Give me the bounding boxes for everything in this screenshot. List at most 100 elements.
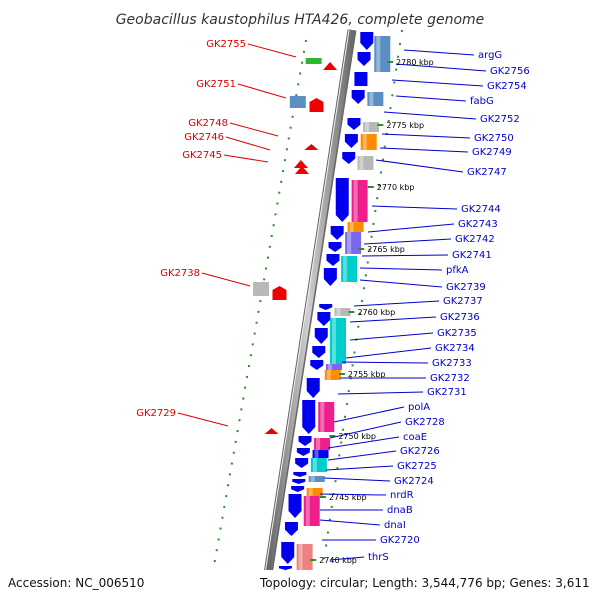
coordinate-ticks: 2780 kbp 2775 kbp 2770 kbp 2765 kbp 2760 kbp…: [310, 58, 434, 565]
gene-block: [329, 318, 346, 364]
gene-arrow: [310, 360, 324, 370]
gene-block: [347, 222, 364, 232]
gene-label[interactable]: GK2751: [196, 79, 236, 90]
gene-label[interactable]: GK2749: [472, 147, 512, 158]
gene-label[interactable]: GK2737: [443, 296, 483, 307]
gene-arrow: [335, 178, 349, 222]
tick-label: 2775 kbp: [386, 121, 424, 130]
topology-text: Topology: circular; Length: 3,544,776 bp…: [259, 576, 590, 590]
gene-label[interactable]: pfkA: [446, 265, 469, 276]
gene-label[interactable]: GK2755: [206, 39, 246, 50]
gene-label[interactable]: GK2756: [490, 66, 530, 77]
gene-label[interactable]: GK2720: [380, 535, 420, 546]
gene-label[interactable]: GK2750: [474, 133, 514, 144]
gene-arrow: [306, 378, 320, 398]
gene-block: [367, 92, 384, 106]
gene-track: [278, 32, 391, 570]
gene-label[interactable]: GK2747: [467, 167, 507, 178]
gene-arrow: [319, 304, 333, 310]
gene-arrow: [288, 494, 302, 518]
gene-block: [324, 370, 341, 380]
page-title: Geobacillus kaustophilus HTA426, complet…: [116, 12, 485, 28]
gene-label[interactable]: GK2745: [182, 150, 222, 161]
gene-arrow: [347, 118, 361, 130]
gene-block: [325, 364, 342, 370]
gene-block: [345, 232, 362, 254]
gene-label[interactable]: GK2739: [446, 282, 486, 293]
outer-dotted-track: [207, 39, 307, 600]
gene-block: [289, 96, 306, 108]
tick-label: 2760 kbp: [357, 308, 395, 317]
gene-arrow: [291, 486, 305, 492]
gene-label[interactable]: polA: [408, 402, 430, 413]
gene-block: [374, 36, 391, 72]
gene-label[interactable]: GK2734: [435, 343, 475, 354]
gene-arrow: [302, 400, 316, 434]
gene-block: [314, 438, 331, 450]
gene-label[interactable]: GK2728: [405, 417, 445, 428]
gene-label[interactable]: dnaB: [387, 505, 413, 516]
gene-arrow: [298, 436, 312, 446]
gene-label[interactable]: GK2744: [461, 204, 501, 215]
gene-label[interactable]: fabG: [470, 96, 494, 107]
tick-label: 2750 kbp: [338, 432, 376, 441]
footer-bar: [0, 570, 600, 600]
gene-label[interactable]: GK2725: [397, 461, 437, 472]
gene-block: [296, 544, 313, 570]
gene-label[interactable]: GK2746: [184, 132, 224, 143]
gene-label[interactable]: GK2732: [430, 373, 470, 384]
gene-arrow: [296, 448, 310, 456]
gene-arrow: [323, 62, 338, 70]
gene-arrow: [292, 479, 306, 484]
tick-label: 2765 kbp: [367, 245, 405, 254]
genome-backbone: [259, 29, 357, 600]
gene-arrow: [328, 242, 342, 252]
gene-block: [310, 458, 327, 472]
gene-block: [363, 122, 380, 132]
gene-label[interactable]: GK2729: [136, 408, 176, 419]
gene-label[interactable]: GK2726: [400, 446, 440, 457]
gene-arrow: [312, 346, 326, 358]
gene-label[interactable]: GK2735: [437, 328, 477, 339]
gene-label[interactable]: GK2754: [487, 81, 527, 92]
gene-label[interactable]: GK2748: [188, 118, 228, 129]
forward-gene-labels: argG GK2756 GK2754 fabG GK2752 GK2750 GK2749 GK…: [368, 50, 530, 563]
gene-arrow: [351, 90, 365, 104]
gene-label[interactable]: GK2738: [160, 268, 200, 279]
gene-block: [354, 72, 368, 86]
tick-label: 2770 kbp: [377, 183, 415, 192]
gene-arrow: [342, 152, 356, 164]
gene-label[interactable]: GK2724: [394, 476, 434, 487]
reverse-gene-labels: GK2755 GK2751 GK2748 GK2746 GK2745 GK2738 GK27…: [136, 39, 246, 419]
gene-label[interactable]: GK2742: [455, 234, 495, 245]
gene-arrow: [295, 166, 310, 174]
gene-block: [334, 308, 351, 316]
gene-block: [318, 402, 335, 432]
gene-label[interactable]: GK2731: [427, 387, 467, 398]
gene-block: [308, 476, 325, 482]
gene-arrow: [264, 428, 279, 434]
gene-label[interactable]: GK2733: [432, 358, 472, 369]
gene-label[interactable]: GK2741: [452, 250, 492, 261]
gene-arrow: [314, 328, 328, 344]
gene-arrow: [278, 566, 292, 570]
gene-label[interactable]: dnaI: [384, 520, 406, 531]
gene-label[interactable]: GK2752: [480, 114, 520, 125]
gene-arrow: [330, 226, 344, 240]
gene-arrow: [326, 254, 340, 266]
gene-arrow: [344, 134, 358, 148]
gene-arrow: [295, 458, 309, 468]
gene-label[interactable]: GK2743: [458, 219, 498, 230]
gene-block: [351, 180, 368, 222]
gene-label[interactable]: GK2736: [440, 312, 480, 323]
reverse-gene-track: [253, 58, 338, 434]
gene-label[interactable]: thrS: [368, 552, 389, 563]
tick-label: 2745 kbp: [329, 493, 367, 502]
gene-label[interactable]: coaE: [403, 432, 427, 443]
gene-label[interactable]: argG: [478, 50, 502, 61]
gene-block: [303, 496, 320, 526]
gene-label[interactable]: nrdR: [390, 490, 414, 501]
gene-block: [312, 450, 329, 458]
tick-label: 2780 kbp: [396, 58, 434, 67]
